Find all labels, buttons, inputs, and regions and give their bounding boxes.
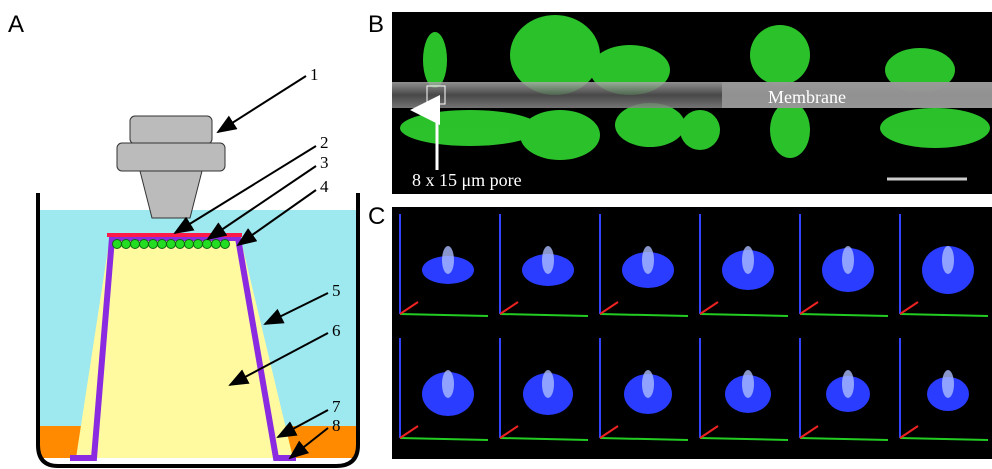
cell-bead <box>121 239 131 249</box>
part-number: 3 <box>320 153 329 172</box>
cell-bead <box>202 239 212 249</box>
axis <box>499 313 589 317</box>
axis <box>499 425 519 439</box>
cell-bead <box>193 239 203 249</box>
axis <box>399 425 419 439</box>
cell-bead <box>211 239 221 249</box>
cell-render <box>842 370 854 398</box>
axis <box>799 301 819 315</box>
part-number: 7 <box>332 397 341 416</box>
cell-render <box>742 246 754 274</box>
panel-label: C <box>368 203 385 230</box>
axis <box>399 437 489 441</box>
part-number: 6 <box>332 321 341 340</box>
cell-bead <box>139 239 149 249</box>
cell-render <box>842 246 854 274</box>
cell-render <box>442 246 454 274</box>
cell-bead <box>220 239 230 249</box>
membrane-label: Membrane <box>768 87 846 107</box>
cell-render <box>942 370 954 398</box>
axis <box>899 301 919 315</box>
axis <box>899 437 989 441</box>
part-number: 4 <box>320 177 329 196</box>
cell-render <box>442 370 454 398</box>
cell-render <box>942 246 954 274</box>
pore-label: 8 x 15 μm pore <box>412 170 522 190</box>
axis <box>499 437 589 441</box>
axis <box>599 425 619 439</box>
axis <box>399 313 489 317</box>
image-b: Membrane 8 x 15 μm pore <box>392 12 992 194</box>
cell-bead <box>184 239 194 249</box>
axis <box>599 301 619 315</box>
cell-render <box>542 246 554 274</box>
cell-render <box>642 246 654 274</box>
image-c <box>392 207 992 459</box>
panel-label: A <box>8 11 24 38</box>
axis <box>899 313 989 317</box>
cell-bead <box>130 239 140 249</box>
axis <box>699 301 719 315</box>
axis <box>699 313 789 317</box>
axis <box>499 301 519 315</box>
cell-bead <box>166 239 176 249</box>
axis <box>599 313 689 317</box>
cell-bead <box>112 239 122 249</box>
cell-bead <box>157 239 167 249</box>
cell-render <box>642 370 654 398</box>
cell-bead <box>175 239 185 249</box>
axis <box>599 437 689 441</box>
axis <box>799 425 819 439</box>
axis <box>399 301 419 315</box>
axis <box>699 425 719 439</box>
cell-render <box>742 370 754 398</box>
panel-label: B <box>368 11 384 38</box>
part-number: 2 <box>320 133 329 152</box>
axis <box>699 437 789 441</box>
axis <box>799 437 889 441</box>
axis <box>799 313 889 317</box>
cell-bead <box>148 239 158 249</box>
part-number: 1 <box>310 65 319 84</box>
part-number: 5 <box>332 281 341 300</box>
cell-render <box>542 370 554 398</box>
part-number: 8 <box>332 416 341 435</box>
axis <box>899 425 919 439</box>
